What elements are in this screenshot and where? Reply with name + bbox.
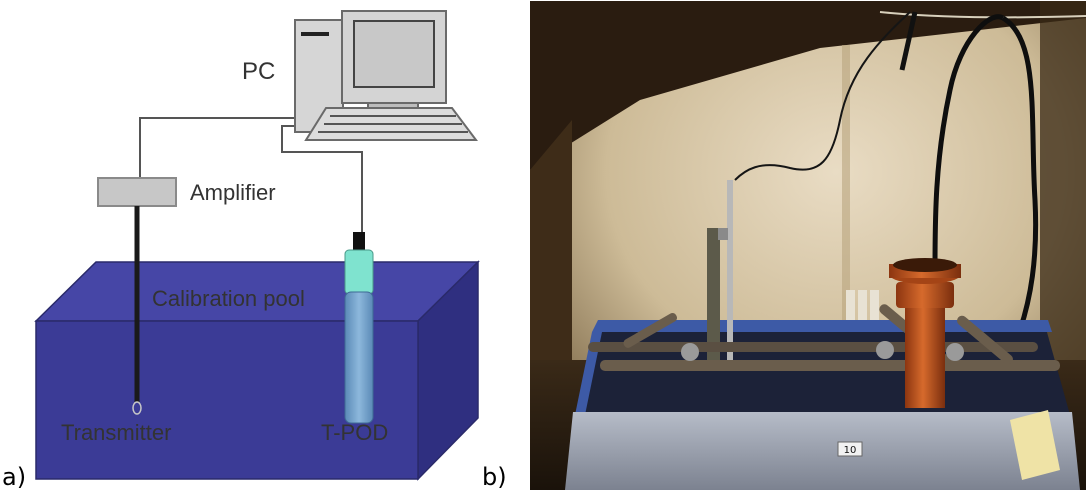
- pipe-opening: [893, 258, 957, 272]
- radiator-fin: [870, 290, 879, 330]
- panel-b-label: b): [482, 463, 507, 491]
- tpod-connector: [353, 232, 365, 252]
- tpod-label: T-POD: [321, 420, 388, 445]
- rail: [600, 360, 1060, 371]
- monitor-screen: [353, 20, 435, 88]
- mount-clamp: [718, 228, 728, 240]
- calibration-pool: [34, 260, 480, 481]
- left-doorframe: [530, 120, 572, 380]
- radiator-fin: [858, 290, 867, 330]
- tank-front-wall: [565, 412, 1080, 490]
- rail: [957, 315, 1013, 365]
- computer-icon: [294, 10, 478, 141]
- mount-bar: [707, 228, 720, 368]
- orange-pipe-holder: [889, 258, 961, 408]
- pc-label: PC: [242, 58, 275, 85]
- tag-number: 10: [844, 445, 857, 456]
- tpod-cap: [344, 249, 374, 295]
- clamp: [681, 343, 699, 361]
- hydrophone-mount: [707, 180, 733, 370]
- transmitter-label: Transmitter: [61, 420, 171, 445]
- thick-cable: [932, 14, 1005, 271]
- thick-cable-right: [1001, 15, 1039, 331]
- panel-b-photo: 10: [530, 1, 1087, 490]
- pipe-lower: [905, 300, 945, 408]
- drive-slot: [301, 32, 329, 36]
- rail: [588, 342, 1038, 352]
- clamp: [876, 341, 894, 359]
- radiator: [846, 290, 879, 330]
- transmitter-transducer: [132, 401, 142, 415]
- thin-cable: [734, 11, 911, 181]
- suspension-string: [879, 11, 1087, 19]
- amplifier-label: Amplifier: [190, 180, 276, 205]
- calibration-pool-label: Calibration pool: [152, 286, 305, 311]
- rail: [623, 313, 678, 348]
- tpod-device: [344, 232, 374, 424]
- clamp: [946, 343, 964, 361]
- cables: [139, 117, 363, 232]
- tag-box: [837, 441, 863, 457]
- wall-edge: [842, 45, 850, 345]
- amplifier-box: [97, 177, 177, 207]
- mount-rod: [727, 180, 733, 370]
- panel-a-label: a): [2, 463, 26, 491]
- ceiling-shadow: [530, 1, 1086, 170]
- panel-a-schematic: PC Amplifier Calibration pool Transmitte…: [2, 10, 480, 491]
- cable-pc-to-amplifier: [139, 117, 296, 180]
- hanging-clip: [899, 11, 918, 71]
- tank-rim-left: [575, 332, 602, 415]
- cable-pc-to-tpod: [281, 125, 363, 232]
- pipe-collar: [896, 282, 954, 308]
- tpod-body: [344, 291, 374, 424]
- yellow-tape: [1010, 410, 1060, 480]
- radiator-fin: [846, 290, 855, 330]
